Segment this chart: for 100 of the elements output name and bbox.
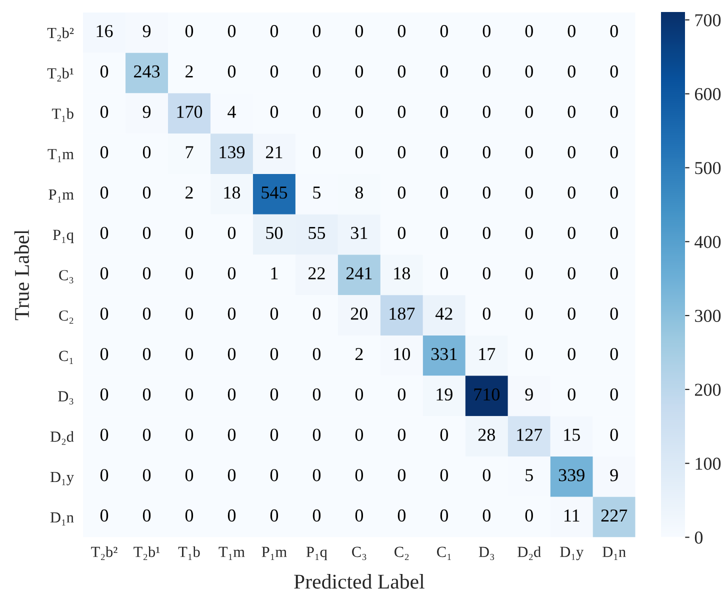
data-label: 0	[142, 267, 151, 280]
data-label: 28	[478, 428, 495, 441]
data-label: 0	[228, 469, 236, 482]
data-label: 0	[568, 25, 576, 38]
data-label: 0	[100, 428, 108, 441]
data-label: 0	[270, 308, 278, 320]
y-tick-label: P₁q	[52, 230, 74, 244]
data-label: 0	[398, 226, 406, 240]
data-label: 0	[312, 308, 321, 320]
data-label: 0	[525, 267, 533, 280]
data-label: 0	[525, 106, 533, 118]
data-label: 0	[312, 348, 321, 360]
data-label: 0	[100, 226, 108, 240]
data-label: 170	[177, 106, 202, 118]
data-label: 0	[355, 106, 364, 118]
data-label: 0	[610, 226, 618, 240]
data-label: 0	[355, 65, 364, 78]
x-tick-label: C₃	[352, 546, 366, 560]
y-tick-label: D₃	[58, 391, 74, 404]
data-label: 0	[610, 186, 618, 199]
data-label: 0	[100, 348, 108, 360]
data-label: 0	[312, 388, 321, 401]
data-label: 241	[346, 267, 372, 280]
data-label: 0	[440, 267, 448, 280]
color-bar-label: 300	[695, 310, 721, 322]
x-tick-label: P₁m	[262, 546, 287, 560]
data-label: 0	[100, 267, 108, 280]
data-label: 0	[568, 226, 576, 240]
x-tick-label: C₂	[394, 546, 409, 560]
data-label: 0	[270, 469, 278, 482]
data-label: 0	[568, 267, 576, 280]
data-label: 0	[100, 106, 108, 118]
data-label: 0	[610, 146, 618, 158]
color-bar-label: 600	[694, 88, 721, 100]
data-label: 0	[398, 428, 406, 441]
data-label: 0	[312, 25, 321, 38]
data-label: 0	[568, 186, 576, 199]
data-label: 0	[398, 469, 406, 482]
data-label: 0	[610, 65, 618, 78]
data-label: 0	[142, 226, 151, 240]
y-tick-label: D₂d	[50, 431, 74, 445]
data-label: 0	[610, 25, 618, 38]
data-label: 17	[479, 348, 496, 360]
data-label: 0	[610, 388, 618, 401]
data-label: 7	[186, 146, 194, 158]
data-label: 0	[100, 186, 108, 199]
data-label: 0	[185, 388, 194, 401]
data-label: 0	[185, 267, 194, 280]
data-label: 18	[394, 267, 410, 280]
data-label: 0	[525, 146, 533, 158]
data-label: 0	[482, 267, 490, 280]
data-label: 0	[398, 25, 406, 38]
data-label: 0	[100, 146, 108, 158]
data-label: 0	[525, 65, 533, 78]
data-label: 0	[398, 509, 406, 522]
data-label: 0	[440, 509, 448, 522]
data-label: 0	[482, 509, 490, 522]
x-tick-label: T₁m	[218, 546, 245, 560]
color-bar-label: 500	[695, 162, 721, 174]
data-label: 9	[610, 469, 618, 482]
color-bar-label: 700	[695, 14, 721, 26]
x-tick-label: D₁n	[602, 546, 626, 560]
data-label: 19	[436, 388, 452, 401]
data-label: 0	[355, 428, 364, 441]
y-tick-label: P₁m	[48, 189, 74, 203]
data-label: 0	[270, 348, 278, 360]
data-label: 0	[568, 65, 576, 78]
data-label: 0	[100, 65, 108, 78]
data-label: 0	[610, 348, 618, 360]
data-label: 243	[134, 65, 160, 78]
data-label: 0	[525, 509, 533, 522]
x-tick-label: T₂b¹	[134, 546, 160, 560]
y-tick-label: T₁m	[48, 149, 74, 162]
data-label: 0	[228, 308, 236, 320]
data-label: 0	[482, 106, 490, 118]
data-label: 0	[142, 469, 151, 482]
data-label: 0	[270, 25, 278, 38]
data-label: 0	[440, 226, 448, 240]
x-tick-label: D₁y	[560, 546, 584, 560]
data-label: 0	[142, 509, 151, 522]
data-label: 0	[185, 308, 194, 320]
data-label: 0	[185, 25, 194, 38]
data-label: 0	[440, 186, 448, 199]
data-label: 18	[224, 186, 240, 199]
data-label: 1	[271, 267, 278, 280]
data-label: 0	[482, 469, 490, 482]
data-label: 0	[610, 106, 618, 118]
data-label: 0	[142, 186, 151, 199]
y-tick-label: C₁	[59, 350, 73, 364]
data-label: 0	[142, 348, 151, 360]
data-label: 0	[440, 106, 448, 118]
data-label: 0	[142, 388, 151, 401]
data-label: 31	[351, 226, 368, 240]
data-label: 331	[431, 348, 457, 360]
data-label: 0	[228, 388, 236, 401]
data-label: 8	[355, 186, 364, 199]
data-label: 187	[390, 308, 415, 320]
x-tick-label: T₁b	[178, 546, 200, 560]
x-tick-label: P₁q	[306, 546, 328, 560]
data-label: 0	[142, 146, 151, 158]
